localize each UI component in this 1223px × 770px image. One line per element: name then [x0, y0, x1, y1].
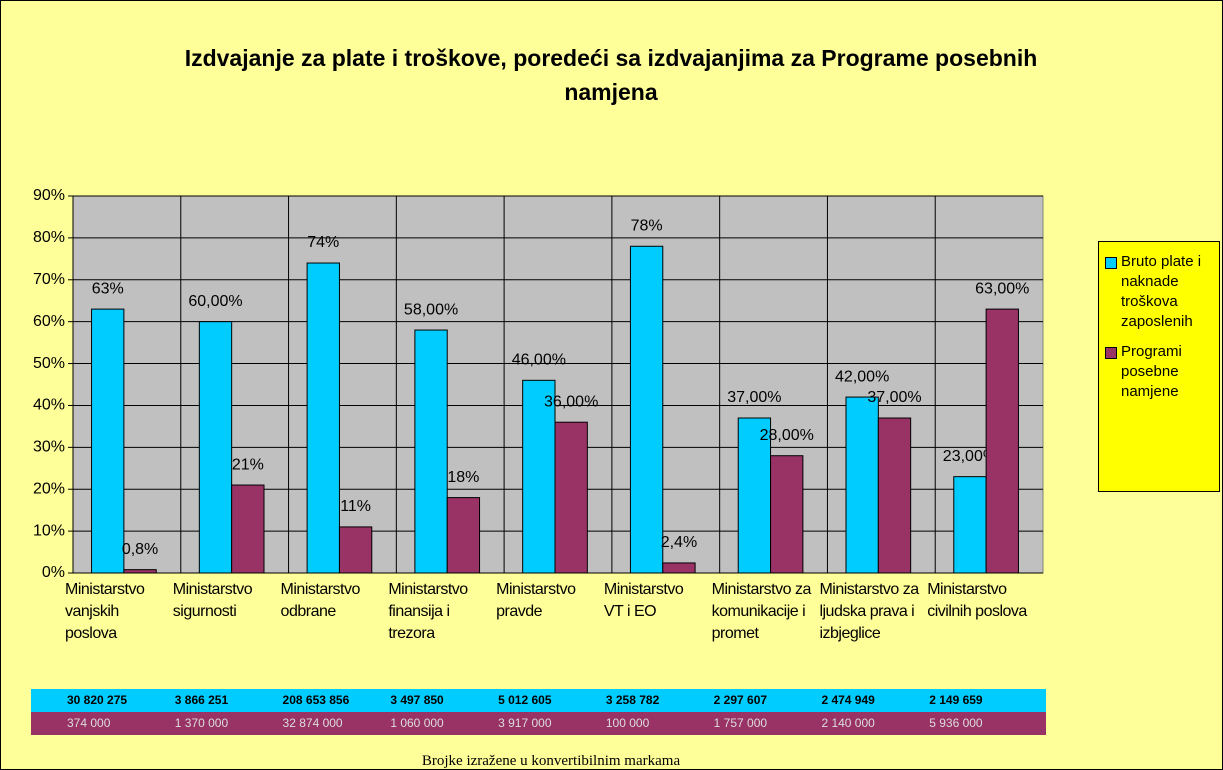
bar [737, 417, 772, 574]
x-tick-label: Ministarstvo finansija i trezora [388, 581, 468, 642]
table-cell: 100 000 [605, 716, 650, 730]
x-tick-label: Ministarstvo vanjskih poslova [65, 581, 145, 642]
value-label: 74% [307, 234, 339, 251]
bar [198, 321, 233, 574]
table-cell: 32 874 000 [282, 716, 343, 730]
bar [770, 455, 804, 574]
table-cell: 3 258 782 [605, 693, 660, 707]
table-cell: 208 653 856 [282, 693, 350, 707]
value-label: 42,00% [835, 368, 889, 385]
chart-title: Izdvajanje za plate i troškove, poredeći… [184, 45, 1038, 105]
x-tick-label: Ministarstvo VT i EO [603, 581, 684, 620]
table-cell: 2 474 949 [821, 693, 875, 707]
value-label: 18% [447, 469, 479, 486]
value-label: 58,00% [404, 301, 458, 318]
x-tick-label: Ministarstvo sigurnosti [172, 581, 253, 620]
bar [123, 569, 157, 574]
bar [554, 421, 588, 574]
footnote: Brojke izražene u konvertibilnim markama [421, 753, 681, 769]
bar [845, 396, 879, 574]
value-label: 0,8% [122, 541, 158, 558]
table-cell: 374 000 [67, 716, 111, 730]
x-tick-label: Ministarstvo odbrane [280, 581, 361, 620]
table-row: 374 000 1 370 000 32 874 000 1 060 000 3 917… [31, 712, 1046, 735]
value-label: 63,00% [975, 280, 1029, 297]
value-label: 21% [232, 456, 264, 473]
value-label: 78% [631, 217, 663, 234]
bar [91, 308, 125, 574]
value-label: 2,4% [661, 534, 697, 551]
legend-swatch [1105, 257, 1117, 269]
y-tick-label: 40% [33, 397, 65, 414]
bar [662, 562, 696, 574]
bar [985, 308, 1019, 574]
value-label: 46,00% [512, 352, 566, 369]
y-tick-label: 70% [33, 271, 65, 288]
y-tick-label: 80% [33, 229, 65, 246]
value-label: 11% [340, 498, 371, 515]
bar [522, 379, 556, 574]
bar [338, 526, 373, 574]
value-label: 36,00% [544, 393, 598, 410]
table-cell: 1 060 000 [390, 716, 444, 730]
value-label: 28,00% [760, 427, 814, 444]
legend-entry: Programi posebne namjene [1105, 342, 1215, 402]
y-tick-label: 30% [33, 439, 65, 456]
table-cell: 2 149 659 [929, 693, 983, 707]
table-cell: 3 917 000 [498, 716, 552, 730]
y-tick-label: 10% [33, 522, 65, 539]
legend-entry: Bruto plate i naknade troškova zaposleni… [1105, 252, 1215, 332]
y-tick-label: 60% [33, 313, 65, 330]
legend-label: Programi posebne namjene [1121, 343, 1182, 400]
value-label: 37,00% [867, 389, 921, 406]
bar [629, 245, 664, 574]
x-tick-label: Ministarstvo za ljudska prava i izbjegli… [819, 581, 919, 642]
y-tick-label: 50% [33, 355, 65, 372]
x-tick-label: Ministarstvo pravde [496, 581, 576, 620]
bar [953, 476, 987, 574]
bar [306, 262, 340, 574]
bar [446, 497, 481, 574]
value-label: 63% [92, 280, 124, 297]
x-tick-label: Ministarstvo za komunikacije i promet [711, 581, 812, 642]
x-tick-label: Ministarstvo civilnih poslova [927, 581, 1027, 620]
table-cell: 5 936 000 [929, 716, 983, 730]
table-cell: 30 820 275 [67, 693, 128, 707]
table-cell: 1 757 000 [713, 716, 768, 730]
table-cell: 3 866 251 [174, 693, 229, 707]
value-label: 60,00% [188, 293, 242, 310]
table-row: 30 820 275 3 866 251 208 653 856 3 497 850 5… [31, 689, 1046, 712]
y-tick-label: 90% [33, 187, 65, 204]
bar [877, 417, 912, 574]
table-cell: 3 497 850 [390, 693, 444, 707]
value-label: 23,00% [943, 448, 997, 465]
y-tick-label: 20% [33, 480, 65, 497]
table-cell: 5 012 605 [498, 693, 552, 707]
bar [231, 484, 265, 574]
legend-swatch [1105, 347, 1117, 359]
bar [414, 329, 448, 574]
table-cell: 2 140 000 [821, 716, 875, 730]
y-tick-label: 0% [42, 564, 65, 581]
value-label: 37,00% [727, 389, 781, 406]
legend-label: Bruto plate i naknade troškova zaposleni… [1121, 253, 1202, 330]
table-cell: 1 370 000 [174, 716, 229, 730]
table-cell: 2 297 607 [713, 693, 768, 707]
legend: Bruto plate i naknade troškova zaposleni… [1098, 241, 1220, 492]
